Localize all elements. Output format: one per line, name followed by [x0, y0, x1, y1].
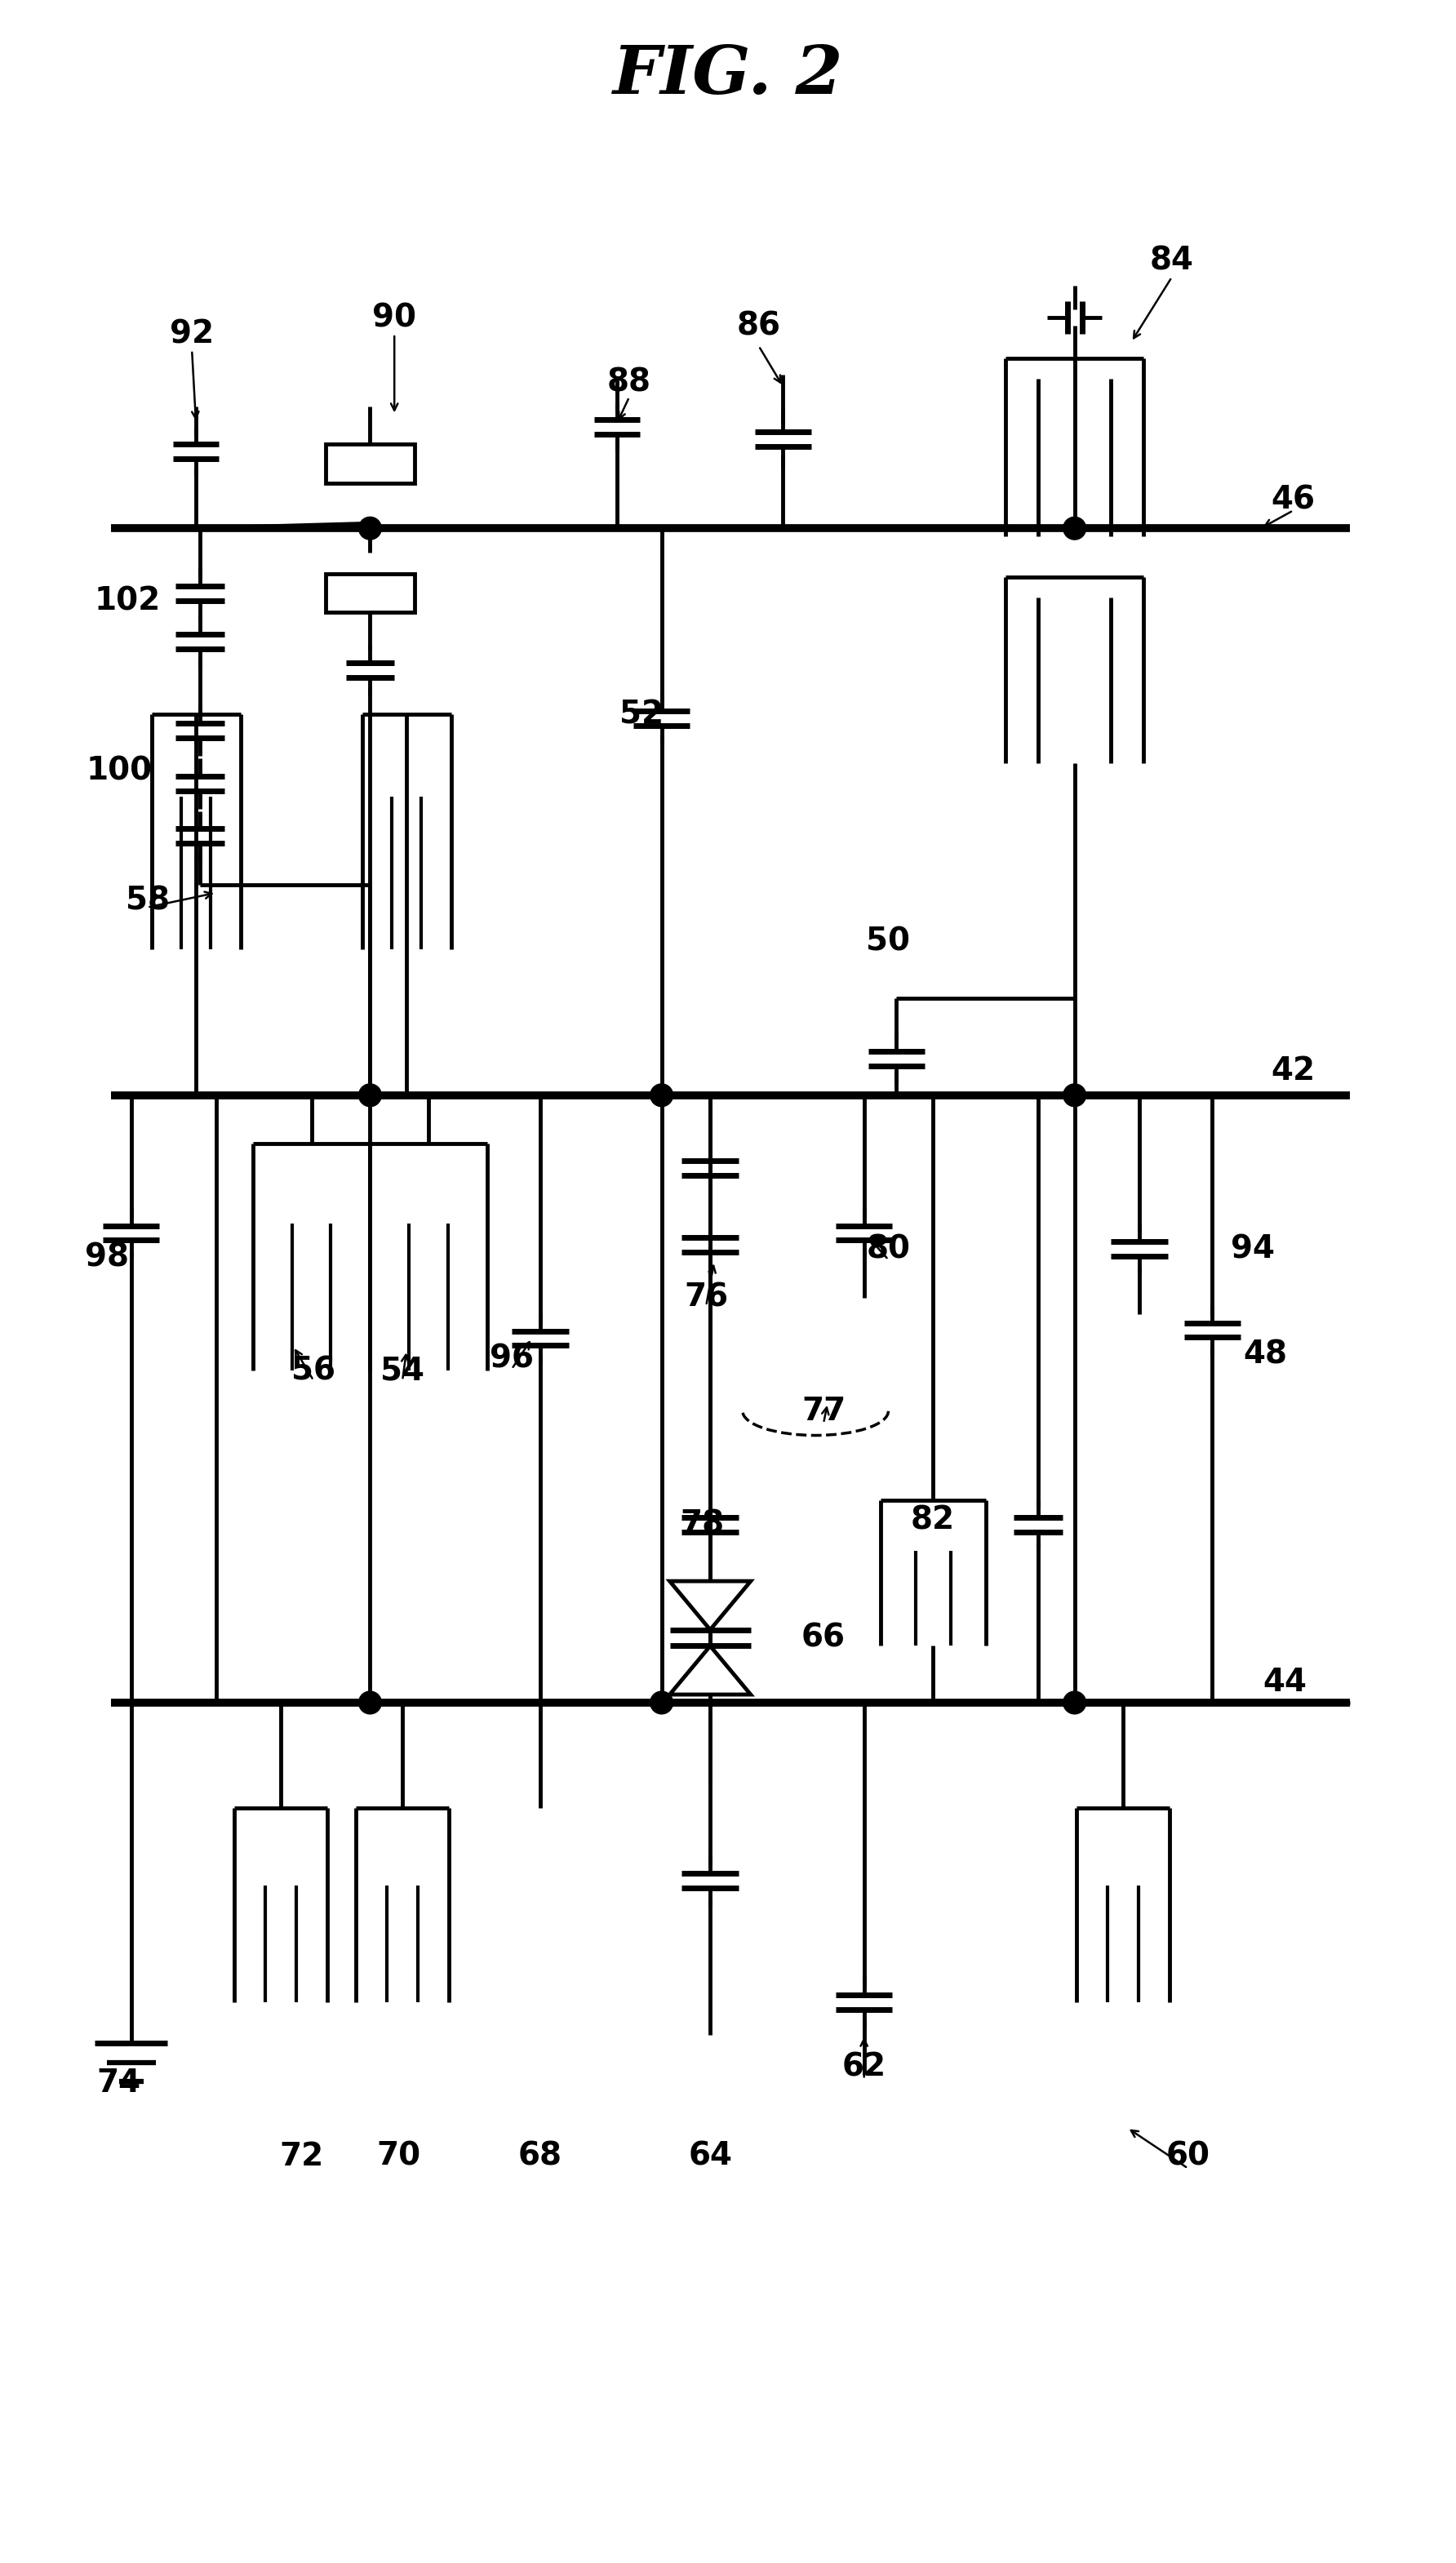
- Text: 44: 44: [1264, 1666, 1307, 1697]
- Polygon shape: [670, 1645, 751, 1694]
- Circle shape: [1063, 1084, 1086, 1107]
- Text: 72: 72: [280, 2140, 323, 2171]
- Bar: [326, 574, 415, 613]
- Text: 77: 77: [801, 1397, 846, 1428]
- Text: 78: 78: [680, 1510, 724, 1540]
- Text: 58: 58: [125, 884, 169, 918]
- Text: 102: 102: [95, 587, 160, 618]
- Text: 54: 54: [380, 1356, 425, 1387]
- Circle shape: [651, 1084, 673, 1107]
- Circle shape: [1063, 518, 1086, 541]
- Text: 50: 50: [866, 925, 910, 956]
- Text: 92: 92: [170, 318, 214, 349]
- Text: 90: 90: [373, 302, 416, 333]
- Text: 70: 70: [376, 2140, 421, 2171]
- Text: 56: 56: [291, 1356, 335, 1387]
- Text: 100: 100: [86, 756, 151, 787]
- Text: 66: 66: [801, 1622, 846, 1653]
- Text: 88: 88: [607, 367, 651, 397]
- Text: 62: 62: [842, 2050, 887, 2084]
- Text: 74: 74: [98, 2068, 141, 2099]
- Circle shape: [1063, 1692, 1086, 1715]
- Text: 48: 48: [1243, 1338, 1287, 1369]
- Text: 52: 52: [619, 700, 664, 730]
- Circle shape: [358, 1084, 381, 1107]
- Text: 42: 42: [1271, 1056, 1315, 1087]
- Text: 98: 98: [84, 1240, 130, 1274]
- Bar: [326, 443, 415, 482]
- Text: 64: 64: [689, 2140, 732, 2171]
- Text: 68: 68: [518, 2140, 562, 2171]
- Text: 96: 96: [489, 1343, 534, 1374]
- Text: FIG. 2: FIG. 2: [613, 41, 843, 108]
- Text: 76: 76: [684, 1282, 728, 1312]
- Circle shape: [358, 518, 381, 541]
- Text: 60: 60: [1166, 2140, 1210, 2171]
- Text: 86: 86: [737, 310, 780, 341]
- Text: 46: 46: [1271, 484, 1315, 515]
- Circle shape: [651, 1692, 673, 1715]
- Text: 94: 94: [1230, 1233, 1275, 1264]
- Circle shape: [358, 1692, 381, 1715]
- Text: 82: 82: [911, 1504, 955, 1535]
- Polygon shape: [670, 1581, 751, 1630]
- Text: 80: 80: [866, 1233, 910, 1264]
- Text: 84: 84: [1150, 246, 1194, 277]
